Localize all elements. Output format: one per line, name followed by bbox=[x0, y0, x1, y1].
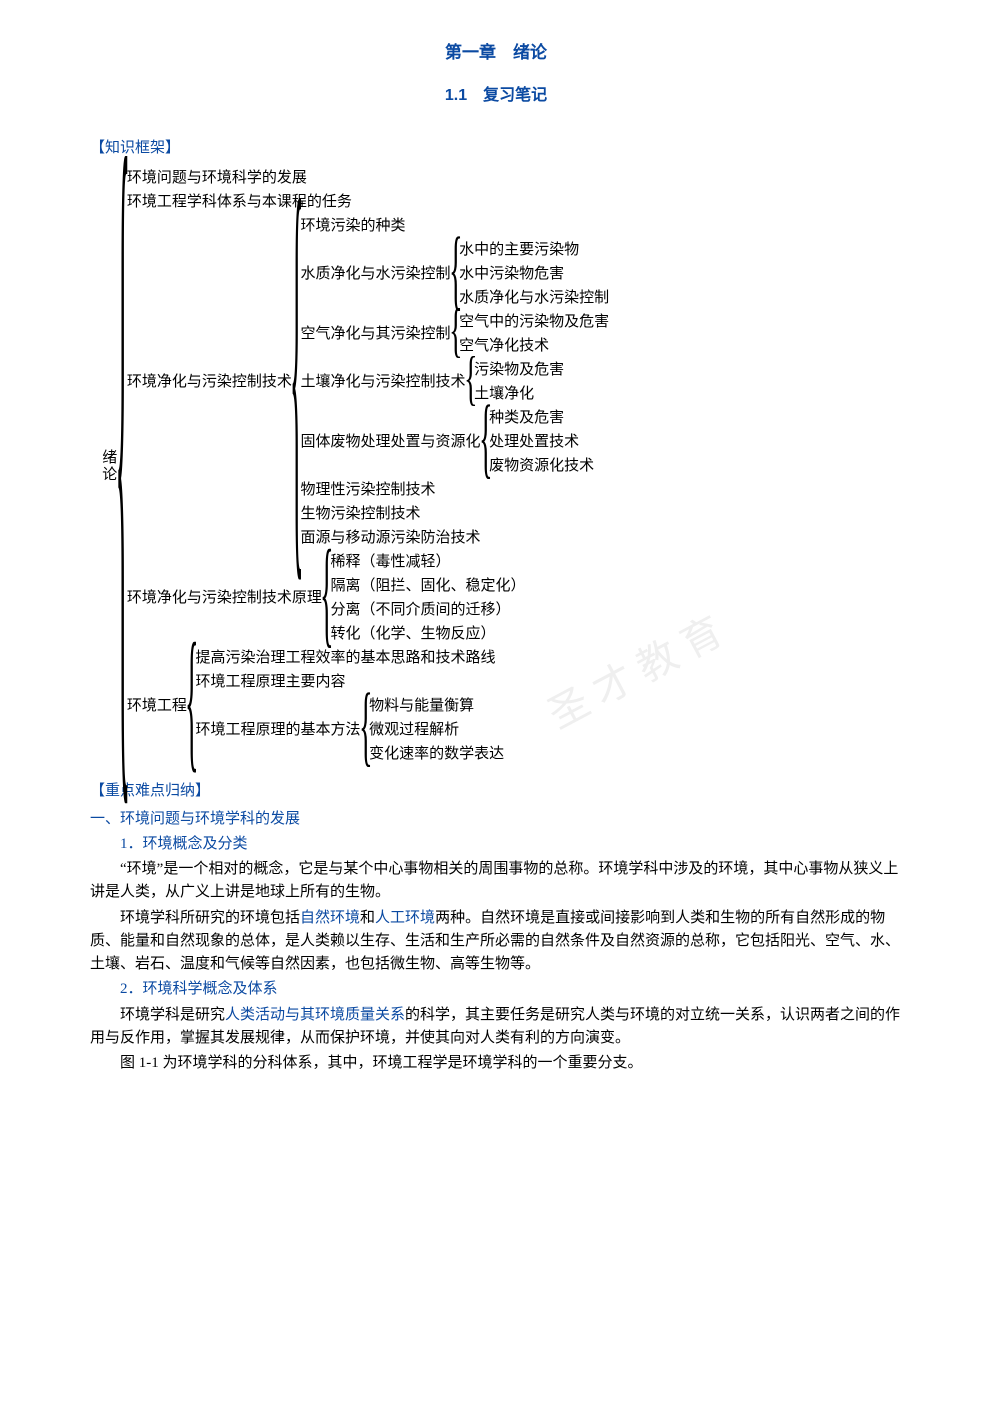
tree-node: 污染物及危害 bbox=[473, 358, 565, 382]
tree-label: 土壤净化与污染控制技术 bbox=[299, 371, 466, 394]
tree-label: 稀释（毒性减轻） bbox=[329, 551, 451, 574]
summary-label: 【重点难点归纳】 bbox=[90, 780, 902, 803]
tree-label: 环境工程 bbox=[126, 695, 188, 718]
tree-label: 环境工程学科体系与本课程的任务 bbox=[126, 191, 353, 214]
tree-node: 提高污染治理工程效率的基本思路和技术路线 bbox=[194, 646, 505, 670]
tree-node: 土壤净化与污染控制技术{污染物及危害土壤净化 bbox=[299, 358, 610, 406]
tree-node: 水质净化与水污染控制 bbox=[458, 286, 610, 310]
tree-label: 分离（不同介质间的迁移） bbox=[329, 599, 511, 622]
tree-node: 水中的主要污染物 bbox=[458, 238, 610, 262]
tree-node: 微观过程解析 bbox=[368, 718, 505, 742]
subhead-2: 2．环境科学概念及体系 bbox=[90, 978, 902, 1001]
tree-node: 生物污染控制技术 bbox=[299, 502, 610, 526]
para-2-2: 图 1-1 为环境学科的分科体系，其中，环境工程学是环境学科的一个重要分支。 bbox=[90, 1052, 902, 1075]
tree-node: 环境工程原理的基本方法{物料与能量衡算微观过程解析变化速率的数学表达 bbox=[194, 694, 505, 766]
tree-label: 环境问题与环境科学的发展 bbox=[126, 167, 308, 190]
tree-node: 处理处置技术 bbox=[488, 430, 595, 454]
tree-label: 空气净化与其污染控制 bbox=[299, 323, 451, 346]
tree-node: 环境净化与污染控制技术{环境污染的种类水质净化与水污染控制{水中的主要污染物水中… bbox=[126, 214, 610, 550]
tree-label: 污染物及危害 bbox=[473, 359, 565, 382]
keyword-natural-env: 自然环境 bbox=[300, 910, 360, 926]
tree-node: 面源与移动源污染防治技术 bbox=[299, 526, 610, 550]
section-title: 1.1 复习笔记 bbox=[90, 84, 902, 109]
tree-label: 环境净化与污染控制技术 bbox=[126, 371, 293, 394]
tree-node: 空气净化与其污染控制{空气中的污染物及危害空气净化技术 bbox=[299, 310, 610, 358]
tree-node: 固体废物处理处置与资源化{种类及危害处理处置技术废物资源化技术 bbox=[299, 406, 610, 478]
tree-label: 变化速率的数学表达 bbox=[368, 743, 505, 766]
summary-body: 一、环境问题与环境学科的发展 1．环境概念及分类 “环境”是一个相对的概念，它是… bbox=[90, 808, 902, 1076]
tree-label: 生物污染控制技术 bbox=[299, 503, 421, 526]
tree-node: 环境工程{提高污染治理工程效率的基本思路和技术路线环境工程原理主要内容环境工程原… bbox=[126, 646, 610, 766]
tree-node: 分离（不同介质间的迁移） bbox=[329, 598, 526, 622]
tree-label: 环境工程原理主要内容 bbox=[194, 671, 346, 694]
tree-node: 种类及危害 bbox=[488, 406, 595, 430]
tree-label: 提高污染治理工程效率的基本思路和技术路线 bbox=[194, 647, 496, 670]
tree-label: 处理处置技术 bbox=[488, 431, 580, 454]
tree-label: 环境污染的种类 bbox=[299, 215, 406, 238]
frame-label: 【知识框架】 bbox=[90, 137, 902, 160]
tree-node: 稀释（毒性减轻） bbox=[329, 550, 526, 574]
chapter-title: 第一章 绪论 bbox=[90, 40, 902, 66]
tree-node: 环境问题与环境科学的发展 bbox=[126, 166, 610, 190]
tree-label: 种类及危害 bbox=[488, 407, 565, 430]
tree-node: 环境工程原理主要内容 bbox=[194, 670, 505, 694]
tree-label: 物理性污染控制技术 bbox=[299, 479, 436, 502]
keyword-artificial-env: 人工环境 bbox=[375, 910, 435, 926]
para-1-1: “环境”是一个相对的概念，它是与某个中心事物相关的周围事物的总称。环境学科中涉及… bbox=[90, 858, 902, 905]
tree-node: 废物资源化技术 bbox=[488, 454, 595, 478]
tree-label: 水中的主要污染物 bbox=[458, 239, 580, 262]
tree-label: 微观过程解析 bbox=[368, 719, 460, 742]
tree-label: 水质净化与水污染控制 bbox=[458, 287, 610, 310]
tree-label: 隔离（阻拦、固化、稳定化） bbox=[329, 575, 526, 598]
tree-node: 水中污染物危害 bbox=[458, 262, 610, 286]
tree-node: 物理性污染控制技术 bbox=[299, 478, 610, 502]
subhead-1: 1．环境概念及分类 bbox=[90, 833, 902, 856]
para-2-1: 环境学科是研究人类活动与其环境质量关系的科学，其主要任务是研究人类与环境的对立统… bbox=[90, 1004, 902, 1051]
tree-label: 环境净化与污染控制技术原理 bbox=[126, 587, 323, 610]
tree-node: 转化（化学、生物反应） bbox=[329, 622, 526, 646]
tree-root-node: 绪论{环境问题与环境科学的发展环境工程学科体系与本课程的任务环境净化与污染控制技… bbox=[96, 166, 902, 766]
tree-label: 物料与能量衡算 bbox=[368, 695, 475, 718]
tree-node: 隔离（阻拦、固化、稳定化） bbox=[329, 574, 526, 598]
tree-label: 废物资源化技术 bbox=[488, 455, 595, 478]
tree-label: 空气中的污染物及危害 bbox=[458, 311, 610, 334]
tree-label: 水中污染物危害 bbox=[458, 263, 565, 286]
tree-label: 环境工程原理的基本方法 bbox=[194, 719, 361, 742]
tree-node: 空气中的污染物及危害 bbox=[458, 310, 610, 334]
tree-label: 转化（化学、生物反应） bbox=[329, 623, 496, 646]
tree-label: 水质净化与水污染控制 bbox=[299, 263, 451, 286]
tree-node: 空气净化技术 bbox=[458, 334, 610, 358]
para-1-2: 环境学科所研究的环境包括自然环境和人工环境两种。自然环境是直接或间接影响到人类和… bbox=[90, 907, 902, 977]
knowledge-tree: 绪论{环境问题与环境科学的发展环境工程学科体系与本课程的任务环境净化与污染控制技… bbox=[96, 166, 902, 766]
tree-node: 环境工程学科体系与本课程的任务 bbox=[126, 190, 610, 214]
tree-node: 物料与能量衡算 bbox=[368, 694, 505, 718]
tree-label: 固体废物处理处置与资源化 bbox=[299, 431, 481, 454]
keyword-relation: 人类活动与其环境质量关系 bbox=[225, 1007, 405, 1023]
tree-node: 变化速率的数学表达 bbox=[368, 742, 505, 766]
